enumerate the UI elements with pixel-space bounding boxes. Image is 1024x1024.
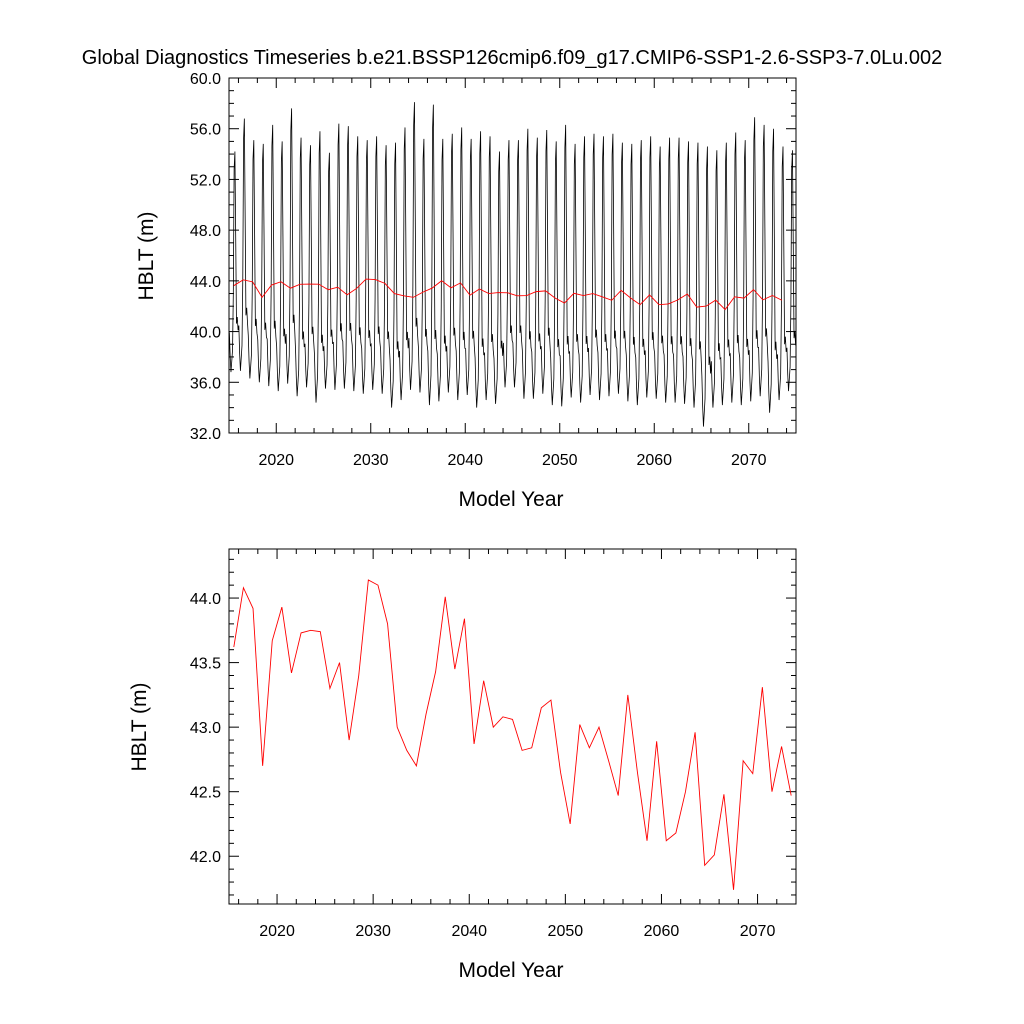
x-tick-label: 2020: [259, 923, 295, 940]
x-tick-label: 2050: [542, 452, 578, 469]
bottom-plot-frame: [228, 548, 797, 905]
top-tick-labels: 2020 2030 2040 2050 2060 2070 32.0 36.0 40.0 44.0…: [190, 71, 767, 469]
y-tick-label: 44.0: [190, 591, 221, 608]
y-tick-label: 36.0: [190, 375, 221, 392]
x-tick-label: 2060: [636, 452, 672, 469]
y-tick-label: 44.0: [190, 274, 221, 291]
monthly-series-line: [228, 102, 797, 427]
y-tick-label: 60.0: [190, 71, 221, 88]
x-tick-label: 2030: [353, 452, 389, 469]
annual-mean-line: [233, 278, 783, 311]
x-tick-label: 2040: [451, 923, 487, 940]
y-tick-label: 40.0: [190, 325, 221, 342]
y-tick-label: 43.0: [190, 720, 221, 737]
y-tick-label: 42.5: [190, 785, 221, 802]
y-tick-label: 42.0: [190, 849, 221, 866]
x-tick-label: 2020: [258, 452, 294, 469]
bottom-panel: 2020 2030 2040 2050 2060 2070 42.0 42.5 43.0 43.5…: [128, 548, 797, 982]
y-tick-label: 52.0: [190, 172, 221, 189]
bottom-y-axis-label: HBLT (m): [128, 682, 151, 771]
bottom-axis-ticks: [229, 549, 797, 904]
top-panel: 2020 2030 2040 2050 2060 2070 32.0 36.0 40.0 44.0…: [135, 71, 797, 511]
top-plot-frame: [228, 77, 797, 434]
bottom-plot-data: [233, 579, 792, 890]
y-tick-label: 56.0: [190, 122, 221, 139]
x-tick-label: 2040: [447, 452, 483, 469]
top-y-axis-label: HBLT (m): [135, 211, 158, 300]
top-x-axis-label: Model Year: [458, 488, 563, 511]
x-tick-label: 2060: [644, 923, 680, 940]
figure-title: Global Diagnostics Timeseries b.e21.BSSP…: [82, 47, 942, 69]
x-tick-label: 2050: [548, 923, 584, 940]
bottom-x-axis-label: Model Year: [458, 959, 563, 982]
y-tick-label: 48.0: [190, 223, 221, 240]
y-tick-label: 43.5: [190, 656, 221, 673]
x-tick-label: 2030: [355, 923, 391, 940]
y-tick-label: 32.0: [190, 426, 221, 443]
top-axis-ticks: [229, 77, 796, 434]
bottom-tick-labels: 2020 2030 2040 2050 2060 2070 42.0 42.5 43.0 43.5…: [190, 591, 776, 940]
top-plot-data: [228, 102, 797, 427]
x-tick-label: 2070: [731, 452, 767, 469]
x-tick-label: 2070: [740, 923, 776, 940]
annual-mean-line: [233, 579, 792, 890]
